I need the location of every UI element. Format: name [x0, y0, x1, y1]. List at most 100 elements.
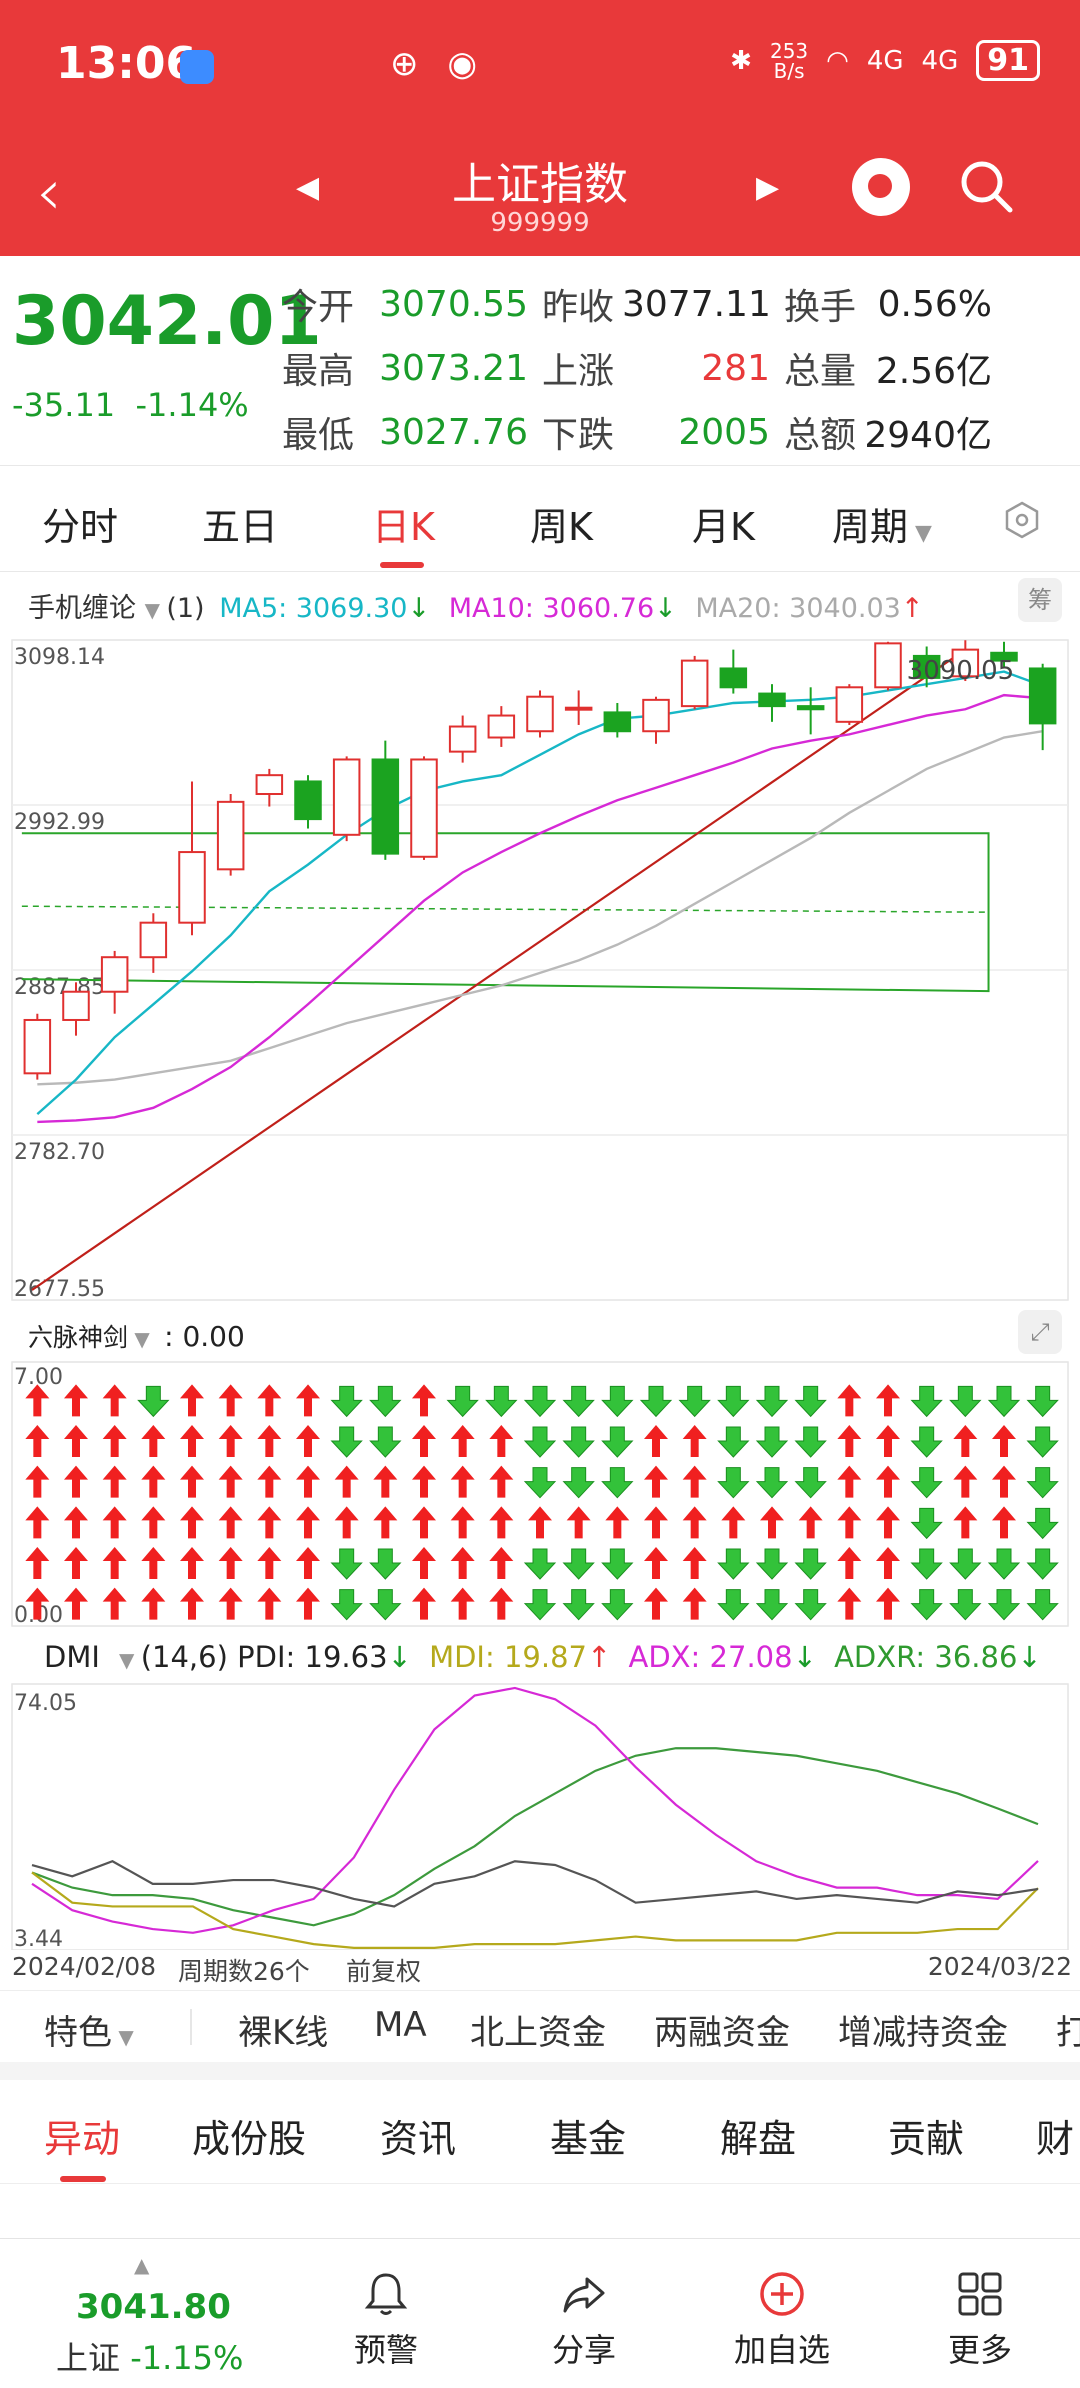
- share-icon: [563, 2277, 605, 2313]
- nav-bar: ‹ ◀ 上证指数 999999 ▶: [0, 128, 1080, 256]
- settings-hex-icon[interactable]: [1002, 500, 1042, 540]
- candle: [332, 758, 361, 836]
- candle: [1028, 667, 1057, 725]
- candle: [62, 990, 90, 1021]
- start-date: 2024/02/08: [12, 1952, 157, 1981]
- candle: [642, 698, 670, 733]
- bottom-bar: ▲ 3041.80 上证 -1.15% 预警 分享 加自选 更多: [0, 2238, 1080, 2388]
- feature-tab-holdings[interactable]: 增减持资金: [838, 2013, 1008, 2053]
- up-arrow-icon: [25, 1547, 50, 1579]
- dmi-adxr-line: [31, 1747, 1039, 1927]
- candle: [603, 711, 632, 733]
- down-arrow-icon: [755, 1548, 789, 1580]
- mascot-icon[interactable]: [852, 158, 910, 216]
- feature-tab-margin[interactable]: 两融资金: [654, 2013, 790, 2053]
- up-arrow-icon: [837, 1384, 862, 1417]
- share-button[interactable]: 分享: [514, 2239, 654, 2388]
- feature-tab-ma[interactable]: MA: [374, 2005, 427, 2045]
- quote-row: 最高 3073.21 上涨 281 总量 2.56亿: [282, 347, 992, 393]
- tab-five-day[interactable]: 五日: [202, 505, 279, 549]
- down-arrow-icon: [562, 1467, 595, 1499]
- candle: [796, 705, 825, 711]
- bottom-index[interactable]: 上证 -1.15%: [56, 2339, 244, 2377]
- up-arrow-icon: [682, 1425, 707, 1457]
- candle: [294, 780, 322, 821]
- candle: [255, 774, 284, 796]
- down-arrow-icon: [910, 1467, 943, 1499]
- expand-icon[interactable]: ⤢: [1018, 1310, 1062, 1354]
- notification-icon: ⊕: [390, 44, 419, 84]
- feature-tab-special[interactable]: 特色 ▼: [44, 2013, 134, 2053]
- candle: [564, 706, 593, 711]
- up-arrow-icon: [64, 1465, 88, 1498]
- tab-intraday[interactable]: 分时: [42, 505, 119, 549]
- up-arrow-icon: [450, 1587, 475, 1620]
- tab-contribution[interactable]: 贡献: [888, 2117, 965, 2161]
- tab-daily-k[interactable]: 日K: [372, 505, 435, 549]
- tab-period[interactable]: 周期 ▼: [832, 505, 932, 549]
- search-icon[interactable]: [958, 158, 1014, 214]
- dmi-legend[interactable]: DMI ▼ (14,6) PDI: 19.63↓ MDI: 19.87↑ ADX…: [44, 1640, 1042, 1674]
- tab-constituents[interactable]: 成份股: [192, 2117, 307, 2161]
- ma10-line: [37, 693, 1043, 1124]
- battery-icon: 91: [976, 40, 1040, 81]
- candle: [719, 667, 748, 689]
- ma-legend[interactable]: 手机缠论 ▼ (1) MA5: 3069.30↓ MA10: 3060.76↓ …: [28, 593, 924, 624]
- bottom-price[interactable]: 3041.80: [76, 2287, 231, 2327]
- up-arrow-icon: [412, 1465, 436, 1498]
- back-icon[interactable]: ‹: [36, 156, 62, 230]
- up-arrow-icon: [450, 1506, 475, 1539]
- expand-up-icon[interactable]: ▲: [134, 2253, 150, 2277]
- down-arrow-icon: [717, 1548, 750, 1580]
- up-arrow-icon: [141, 1587, 166, 1620]
- up-arrow-icon: [64, 1506, 88, 1539]
- down-arrow-icon: [949, 1589, 982, 1621]
- chip-distribution-button[interactable]: 筹: [1018, 578, 1062, 622]
- tab-finance[interactable]: 财: [1036, 2117, 1075, 2161]
- end-date: 2024/03/22: [927, 1952, 1072, 1981]
- up-arrow-icon: [992, 1425, 1016, 1457]
- alert-button[interactable]: 预警: [316, 2239, 456, 2388]
- feature-tabs: 特色 ▼ 裸K线 MA 北上资金 两融资金 增减持资金 打: [0, 1990, 1080, 2058]
- adjust-mode[interactable]: 前复权: [346, 1957, 422, 1986]
- up-arrow-icon: [837, 1587, 862, 1620]
- prev-stock-icon[interactable]: ◀: [296, 170, 320, 205]
- feature-tab-naked-k[interactable]: 裸K线: [238, 2013, 329, 2053]
- next-stock-icon[interactable]: ▶: [756, 170, 780, 205]
- wifi-icon: ◠: [826, 45, 849, 76]
- up-arrow-icon: [334, 1465, 359, 1498]
- down-arrow-icon: [1026, 1426, 1059, 1458]
- up-arrow-icon: [876, 1384, 900, 1417]
- up-arrow-icon: [257, 1506, 282, 1539]
- down-arrow-icon: [446, 1385, 479, 1418]
- add-watchlist-button[interactable]: 加自选: [712, 2239, 852, 2388]
- up-arrow-icon: [489, 1425, 514, 1457]
- candle: [371, 758, 400, 855]
- down-arrow-icon: [523, 1385, 557, 1418]
- tab-analysis[interactable]: 解盘: [720, 2117, 797, 2161]
- tab-monthly-k[interactable]: 月K: [692, 505, 755, 549]
- feature-tab-northbound[interactable]: 北上资金: [470, 2013, 606, 2053]
- status-icons-mid: ⊕ ◉: [390, 44, 477, 84]
- quote-row: 今开 3070.55 昨收 3077.11 换手 0.56%: [282, 283, 992, 329]
- tab-anomaly[interactable]: 异动: [44, 2117, 121, 2161]
- down-arrow-icon: [562, 1589, 595, 1621]
- up-arrow-icon: [180, 1587, 204, 1620]
- down-arrow-icon: [717, 1589, 750, 1621]
- more-button[interactable]: 更多: [910, 2239, 1050, 2388]
- tab-funds[interactable]: 基金: [550, 2117, 627, 2161]
- candle: [23, 1018, 52, 1075]
- feature-tab-more[interactable]: 打: [1056, 2013, 1080, 2053]
- kline-chart[interactable]: 3098.142992.992887.852782.702677.553090.…: [0, 620, 1080, 1950]
- down-arrow-icon: [369, 1548, 402, 1580]
- up-arrow-icon: [992, 1465, 1016, 1498]
- up-arrow-icon: [412, 1547, 436, 1579]
- tab-news[interactable]: 资讯: [380, 2117, 457, 2161]
- tab-weekly-k[interactable]: 周K: [530, 505, 593, 549]
- up-arrow-icon: [953, 1506, 978, 1539]
- up-arrow-icon: [25, 1384, 50, 1417]
- indicator2-legend[interactable]: 六脉神剑 ▼ : 0.00: [28, 1320, 245, 1353]
- down-arrow-icon: [330, 1426, 363, 1458]
- bluetooth-icon: ✱: [730, 45, 752, 76]
- up-arrow-icon: [373, 1506, 398, 1539]
